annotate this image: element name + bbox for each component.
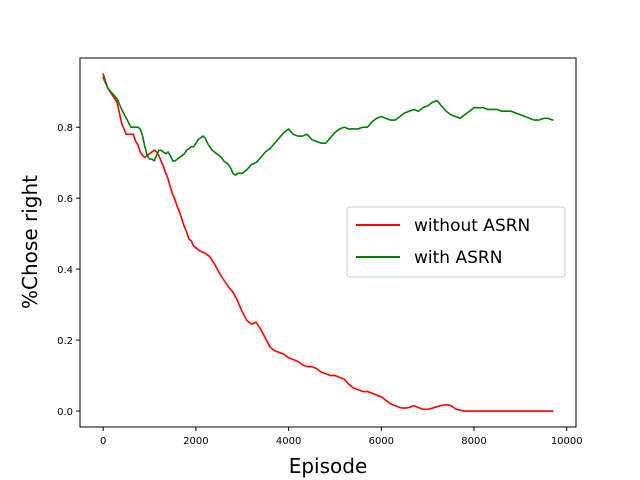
series-line-without-asrn xyxy=(102,73,554,412)
legend-label-without-asrn: without ASRN xyxy=(414,216,530,236)
y-tick-label: 0.8 xyxy=(57,123,73,134)
y-tick-label: 0.4 xyxy=(57,265,73,276)
x-tick-label: 8000 xyxy=(461,436,486,447)
y-tick-label: 0.0 xyxy=(57,407,73,418)
legend: without ASRN with ASRN xyxy=(346,206,566,278)
x-axis-label: Episode xyxy=(289,454,368,478)
y-axis-label: %Chose right xyxy=(18,175,42,309)
plot-area xyxy=(102,73,554,412)
y-tick-label: 0.2 xyxy=(57,336,73,347)
plot-frame xyxy=(79,57,577,428)
x-tick-label: 4000 xyxy=(276,436,301,447)
axes: 0 2000 4000 6000 8000 10000 0.0 0.2 0.4 0.6 0.8 xyxy=(57,57,583,447)
series-line-with-asrn xyxy=(102,76,554,176)
x-tick-label: 0 xyxy=(100,436,106,447)
x-tick-label: 10000 xyxy=(551,436,583,447)
legend-frame xyxy=(346,206,566,278)
y-tick-label: 0.6 xyxy=(57,194,73,205)
legend-label-with-asrn: with ASRN xyxy=(414,248,502,268)
x-tick-label: 6000 xyxy=(369,436,394,447)
x-tick-label: 2000 xyxy=(183,436,208,447)
